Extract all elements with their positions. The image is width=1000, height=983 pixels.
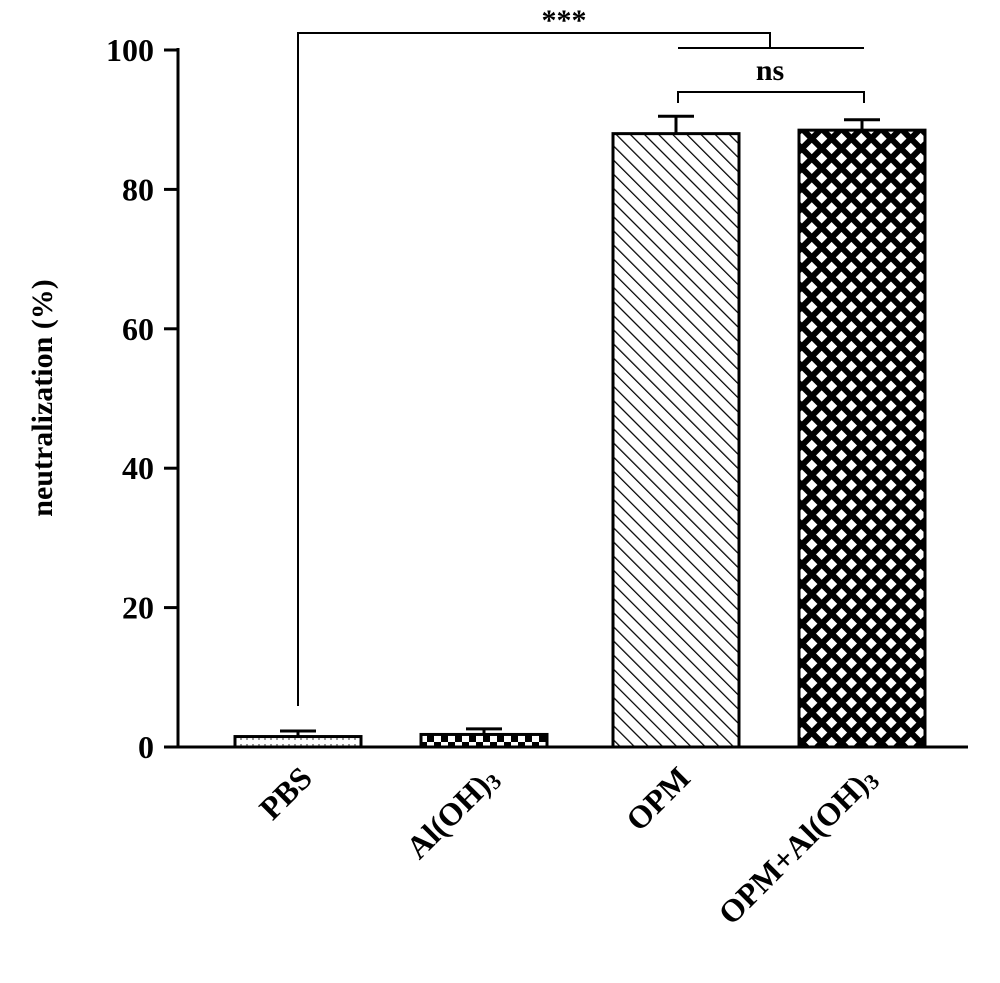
x-tick-label: OPM — [619, 759, 697, 837]
x-tick-labels: PBS Al(OH)3 OPM OPM+Al(OH)3 — [252, 759, 884, 932]
significance-label: *** — [542, 4, 587, 37]
bars — [233, 128, 927, 749]
significance-bracket — [297, 32, 771, 706]
y-tick-label: 60 — [122, 311, 154, 347]
y-tick-label: 20 — [122, 590, 154, 626]
bar — [233, 735, 363, 749]
y-tick-label: 0 — [138, 729, 154, 765]
y-axis-label: neutralization (%) — [26, 279, 59, 516]
y-tick-label: 100 — [106, 32, 154, 68]
bar — [611, 132, 741, 749]
x-tick-label: Al(OH)3 — [399, 759, 507, 867]
y-tick-label: 80 — [122, 171, 154, 207]
y-tick-label: 40 — [122, 450, 154, 486]
error-bars — [280, 114, 880, 737]
significance-bracket — [677, 91, 865, 103]
bar — [419, 732, 549, 749]
significance-annotations: *** ns — [297, 4, 865, 706]
significance-label: ns — [756, 54, 784, 87]
x-tick-label: OPM+Al(OH)3 — [711, 759, 884, 932]
bar — [797, 128, 927, 749]
x-tick-label: PBS — [252, 759, 319, 826]
